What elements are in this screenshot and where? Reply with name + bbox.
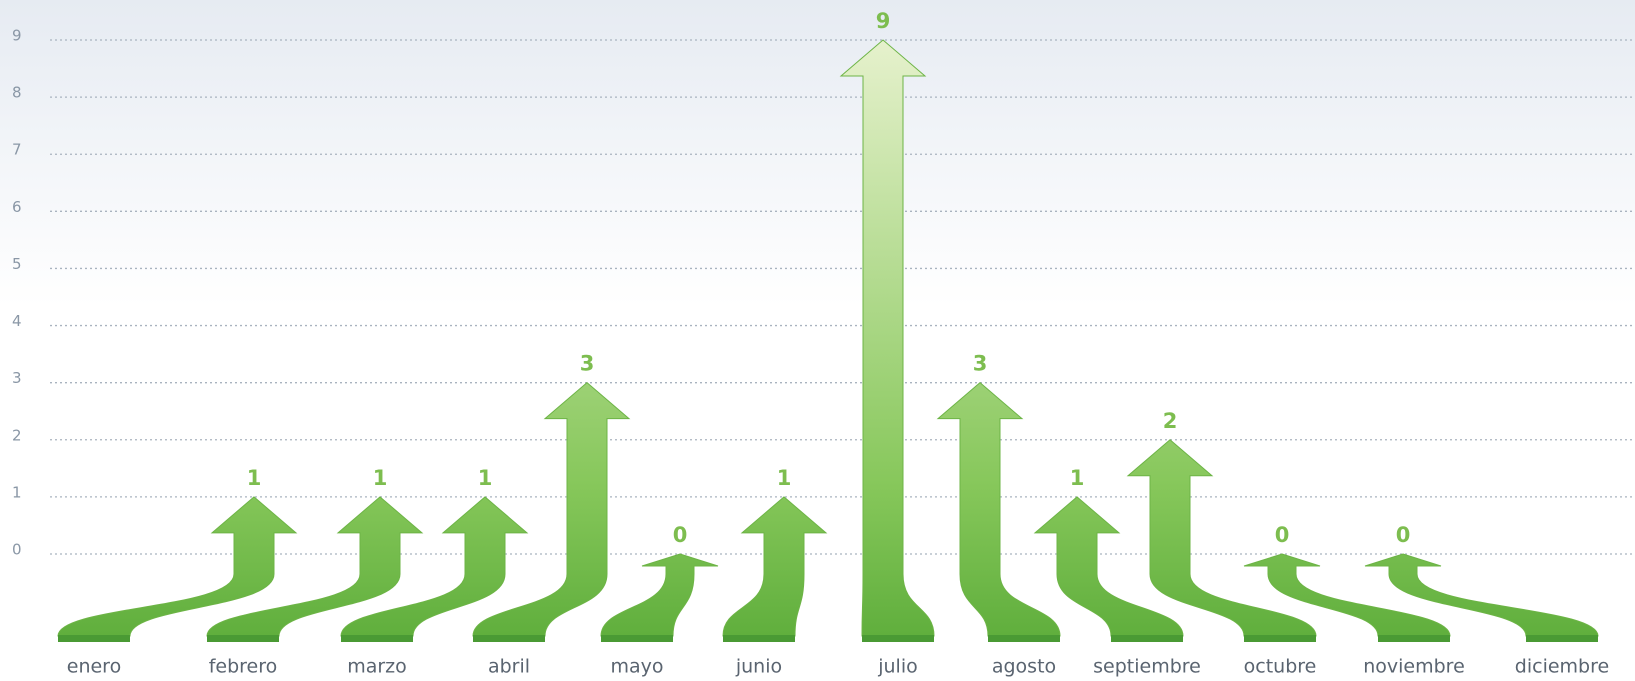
value-label: 1 (373, 466, 388, 490)
value-label: 0 (1275, 523, 1290, 547)
x-tick-label: diciembre (1515, 656, 1609, 678)
arrow-base (341, 635, 413, 642)
x-tick-label: marzo (347, 656, 407, 678)
value-label: 3 (580, 352, 595, 376)
value-label: 0 (673, 523, 688, 547)
x-tick-label: julio (877, 656, 918, 678)
arrow-base (473, 635, 545, 642)
x-tick-label: septiembre (1093, 656, 1201, 678)
y-tick-label: 2 (12, 426, 22, 444)
x-tick-label: agosto (992, 656, 1056, 678)
y-tick-label: 4 (12, 312, 22, 330)
arrow-base (1378, 635, 1450, 642)
y-tick-label: 9 (12, 27, 22, 45)
arrow-base (862, 635, 934, 642)
arrow-base (601, 635, 673, 642)
x-tick-label: febrero (209, 656, 278, 678)
x-tick-label: abril (488, 656, 530, 678)
value-label: 1 (777, 466, 792, 490)
y-tick-label: 8 (12, 84, 22, 102)
y-tick-label: 7 (12, 141, 22, 159)
arrow-base (207, 635, 279, 642)
x-tick-label: junio (735, 656, 782, 678)
y-tick-label: 0 (12, 541, 22, 559)
value-label: 2 (1163, 409, 1178, 433)
arrow-base (1244, 635, 1316, 642)
arrow-base (1526, 635, 1598, 642)
value-label: 3 (973, 352, 988, 376)
value-label: 1 (1070, 466, 1085, 490)
value-label: 1 (478, 466, 493, 490)
y-tick-label: 6 (12, 198, 22, 216)
arrow-base (988, 635, 1060, 642)
arrow-base (723, 635, 795, 642)
x-tick-label: noviembre (1363, 656, 1465, 678)
x-tick-label: enero (67, 656, 121, 678)
value-label: 9 (876, 9, 891, 33)
arrow-base (58, 635, 130, 642)
value-label: 0 (1396, 523, 1411, 547)
y-tick-label: 5 (12, 255, 22, 273)
x-tick-label: octubre (1244, 656, 1317, 678)
value-label: 1 (247, 466, 262, 490)
y-tick-label: 1 (12, 483, 22, 501)
arrow-base (1111, 635, 1183, 642)
y-tick-label: 3 (12, 369, 22, 387)
x-tick-label: mayo (610, 656, 663, 678)
